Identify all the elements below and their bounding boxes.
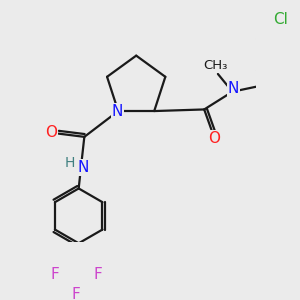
Text: CH₃: CH₃ [203,59,228,72]
Text: Cl: Cl [273,12,288,27]
Text: N: N [112,103,123,118]
Text: N: N [77,160,88,175]
Text: F: F [71,287,80,300]
Text: F: F [50,267,59,282]
Text: F: F [94,267,102,282]
Text: O: O [208,131,220,146]
Text: N: N [227,81,239,96]
Text: O: O [45,124,57,140]
Text: H: H [64,157,75,170]
